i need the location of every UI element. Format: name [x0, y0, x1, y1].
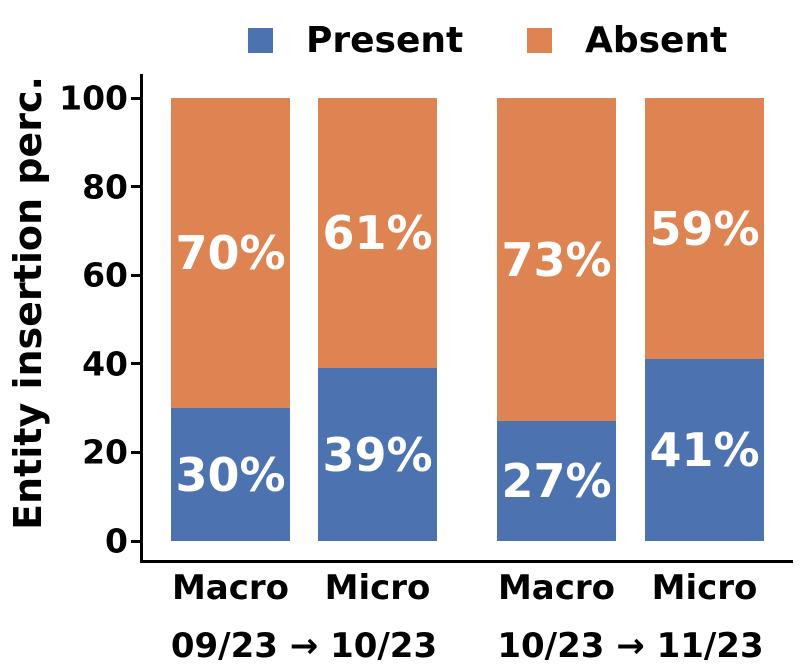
group-label: 10/23 → 11/23 [497, 626, 764, 665]
y-tick-label: 80 [82, 167, 128, 207]
bar-value-label: 61% [322, 206, 433, 261]
y-tick-label: 60 [82, 255, 128, 295]
legend-label-absent: Absent [585, 20, 728, 61]
y-tick-mark [131, 362, 140, 366]
bar-value-label: 59% [649, 201, 760, 256]
absent-legend-swatch-icon [527, 28, 552, 53]
y-tick-label: 20 [82, 432, 128, 472]
legend-item-absent: Absent [527, 20, 728, 61]
legend-item-present: Present [248, 20, 464, 61]
y-tick-mark [131, 450, 140, 454]
y-tick-label: 100 [59, 78, 128, 118]
x-tick-label: Macro [171, 568, 290, 608]
y-tick-label: 40 [82, 344, 128, 384]
y-tick-label: 0 [105, 521, 128, 561]
bar-value-label: 30% [175, 447, 286, 502]
bar-value-label: 41% [649, 423, 760, 478]
bar-segment-absent [645, 98, 764, 360]
y-tick-mark [131, 273, 140, 277]
bar-segment-absent [497, 98, 616, 422]
bar-value-label: 27% [501, 454, 612, 509]
bar-segment-present [318, 368, 437, 541]
bar-segment-present [645, 359, 764, 541]
present-legend-swatch-icon [248, 28, 273, 53]
bar-segment-present [497, 421, 616, 541]
bar-value-label: 70% [175, 226, 286, 281]
bar-segment-absent [171, 98, 290, 409]
y-axis-spine [140, 74, 143, 563]
y-tick-mark [131, 539, 140, 543]
x-axis-spine [140, 560, 793, 563]
y-tick-mark [131, 96, 140, 100]
bar-segment-absent [318, 98, 437, 369]
x-tick-label: Macro [497, 568, 616, 608]
group-label: 09/23 → 10/23 [170, 626, 438, 665]
bar-value-label: 39% [322, 427, 433, 482]
x-tick-label: Micro [324, 568, 431, 608]
bar-segment-present [171, 408, 290, 541]
legend-label-present: Present [306, 20, 464, 61]
x-tick-label: Micro [651, 568, 758, 608]
y-tick-mark [131, 185, 140, 189]
bar-value-label: 73% [501, 232, 612, 287]
